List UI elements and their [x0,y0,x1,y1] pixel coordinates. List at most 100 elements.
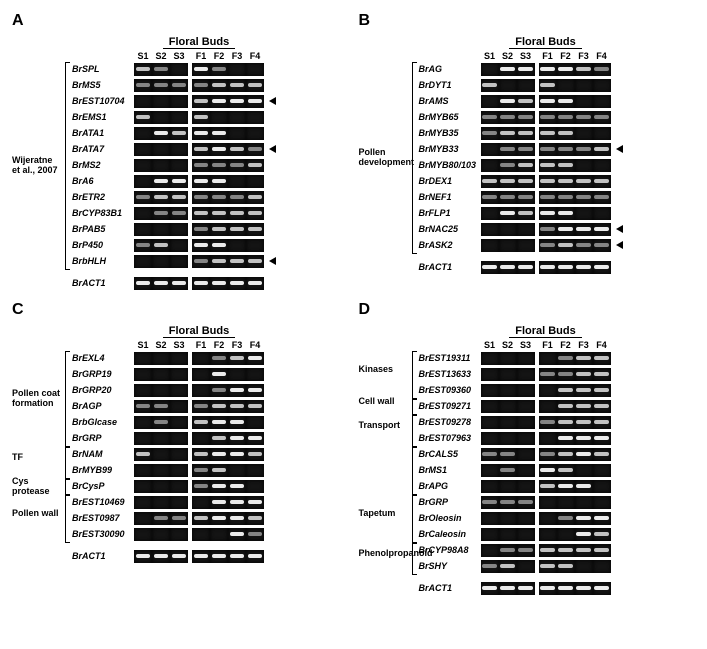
arrow-marker-icon [616,145,623,153]
gene-label: BrCaleosin [419,530,467,539]
gel-row [481,526,611,542]
gel-lane [152,464,170,477]
gel-lane [192,111,210,124]
gel-lane [499,448,517,461]
gel-lane [246,111,264,124]
gel-lane [481,368,499,381]
gel-band [212,99,226,104]
gel-band [576,195,590,199]
floral-buds-title: Floral Buds [163,325,236,338]
gel-band [230,163,244,167]
gel-band [230,99,244,104]
gel-lane [575,261,593,274]
gel-lane [134,207,152,220]
gel-lane [481,159,499,172]
gel-lane [246,432,264,445]
gel-lane [152,79,170,92]
gel-lane [593,416,611,429]
gel-band [172,211,186,215]
gel-lane [192,528,210,541]
gel-lane [192,400,210,413]
gel-lane [481,432,499,445]
gel-band [500,500,514,504]
gel-band [558,163,572,167]
gel-lane [575,239,593,252]
gel-band [482,195,496,199]
gel-band [500,179,514,183]
gel-lane [246,448,264,461]
gel-band [194,195,208,199]
gel-lane [228,207,246,220]
gel-lane [593,239,611,252]
gel-band [500,163,514,167]
gel-lane [517,480,535,493]
gel-lane [481,496,499,509]
gel-band [500,99,514,104]
gel-lane [170,63,188,76]
gel-band [594,436,608,441]
gel-lane [481,416,499,429]
gel-lane [575,400,593,413]
gel-lane [134,63,152,76]
gel-lane [593,384,611,397]
gel-lane [517,223,535,236]
column-label: S1 [481,51,499,61]
gel-band [248,99,262,104]
gel-lane [539,432,557,445]
gel-lane [557,448,575,461]
gel-row [481,446,611,462]
gel-band [518,131,532,135]
gel-lane [593,544,611,557]
gel-lane [152,95,170,108]
gel-band [212,227,226,231]
gel-band [248,163,262,167]
gel-band [558,243,572,247]
gel-lane [152,255,170,268]
gel-band [248,356,262,361]
group-bracket-icon [412,62,417,254]
gel-band [194,163,208,167]
gel-lane [481,544,499,557]
gel-lane [557,544,575,557]
gel-band [540,131,554,135]
gel-band [248,554,262,559]
gel-band [172,83,186,87]
gel-lane [575,368,593,381]
gel-lane [228,528,246,541]
gel-band [212,500,226,505]
gel-band [518,548,532,552]
gel-lane [593,432,611,445]
gel-lane [228,159,246,172]
gel-lane [210,111,228,124]
gel-row [481,430,611,446]
gel-lane [228,95,246,108]
gel-band [500,115,514,119]
gel-lane [210,368,228,381]
gel-lane [134,159,152,172]
gel-band [194,131,208,136]
gel-band [212,195,226,199]
gel-lane [170,384,188,397]
gel-lane [170,368,188,381]
gel-lane [246,175,264,188]
gel-band [172,195,186,199]
gel-band [154,243,168,247]
gel-lane [517,432,535,445]
gel-band [594,404,608,408]
gene-label: BrGRP [72,434,102,443]
gel-band [212,468,226,472]
gel-lane [192,255,210,268]
gel-lane [557,207,575,220]
gel-lane [575,384,593,397]
gel-lane [499,416,517,429]
gel-lane [192,550,210,563]
column-label: F2 [210,51,228,61]
gel-lane [246,480,264,493]
gel-lane [228,496,246,509]
gel-lane [539,480,557,493]
column-label: F2 [210,340,228,350]
gel-lane [517,582,535,595]
gel-lane [539,544,557,557]
gene-label: BrDEX1 [419,177,453,186]
gel-band [594,516,608,521]
